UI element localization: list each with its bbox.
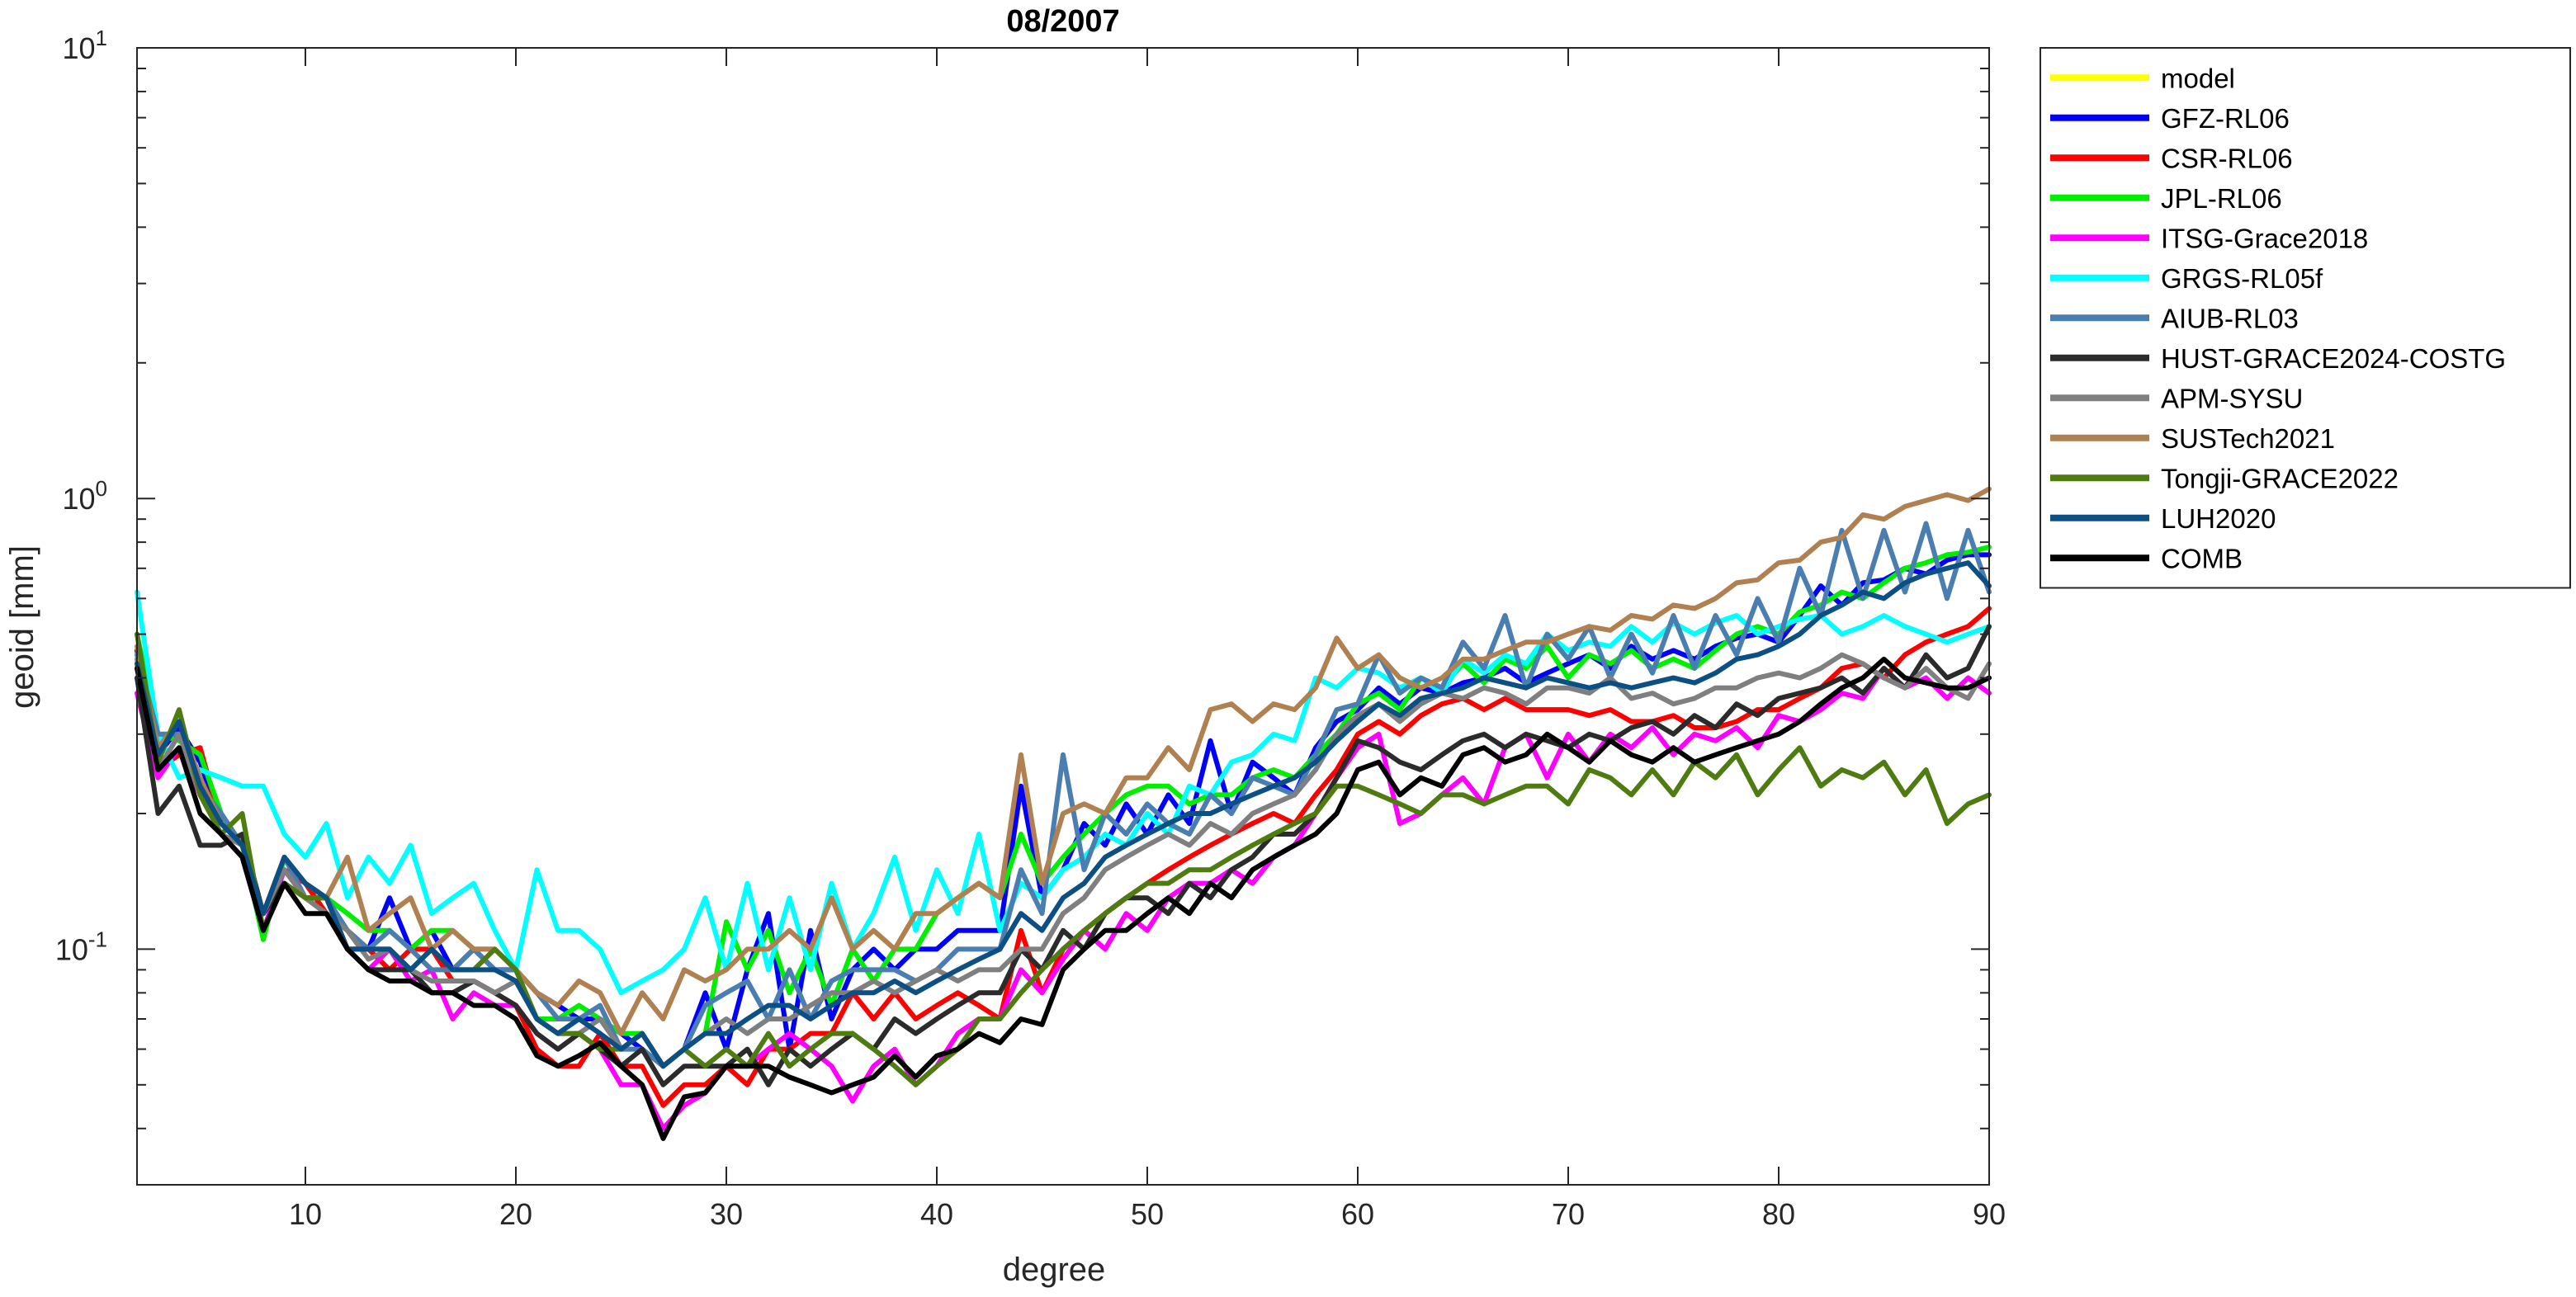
series-line-8: [135, 652, 1992, 1069]
legend-label: CSR-RL06: [2161, 143, 2293, 173]
x-tick-label: 60: [1341, 1197, 1374, 1231]
legend-label: Tongji-GRACE2022: [2161, 463, 2399, 493]
legend-label: GFZ-RL06: [2161, 103, 2290, 134]
legend-label: APM-SYSU: [2161, 383, 2303, 413]
x-tick-label: 40: [920, 1197, 953, 1231]
y-tick-label: 101: [62, 26, 107, 65]
x-axis-label: degree: [1003, 1252, 1106, 1288]
y-tick-label: 100: [62, 476, 107, 516]
series-line-3: [135, 545, 1992, 1069]
legend-label: HUST-GRACE2024-COSTG: [2161, 343, 2506, 374]
x-tick-label: 20: [499, 1197, 532, 1231]
legend-label: AIUB-RL03: [2161, 303, 2299, 333]
legend-label: COMB: [2161, 543, 2243, 573]
series-line-4: [135, 666, 1992, 1131]
series-line-12: [135, 656, 1992, 1141]
x-tick-label: 70: [1552, 1197, 1585, 1231]
x-tick-label: 50: [1131, 1197, 1164, 1231]
x-tick-label: 80: [1762, 1197, 1795, 1231]
y-axis-label: geoid [mm]: [4, 545, 40, 709]
legend-label: SUSTech2021: [2161, 423, 2335, 454]
y-tick-label: 10-1: [55, 927, 107, 966]
series-line-9: [135, 486, 1992, 1036]
x-tick-label: 90: [1973, 1197, 2006, 1231]
legend-label: ITSG-Grace2018: [2161, 223, 2368, 253]
axes-frame: [136, 47, 1990, 1186]
x-tick-label: 30: [710, 1197, 743, 1231]
legend-label: GRGS-RL05f: [2161, 263, 2323, 294]
series-line-11: [135, 560, 1992, 1069]
chart-title: 08/2007: [1006, 4, 1119, 39]
legend-label: JPL-RL06: [2161, 183, 2282, 214]
legend-label: model: [2161, 63, 2235, 93]
x-tick-label: 10: [289, 1197, 322, 1231]
legend: model GFZ-RL06 CSR-RL06 JPL-RL06 ITSG-Grace2…: [2040, 47, 2571, 589]
series-line-6: [135, 521, 1992, 1069]
legend-label: LUH2020: [2161, 503, 2276, 534]
